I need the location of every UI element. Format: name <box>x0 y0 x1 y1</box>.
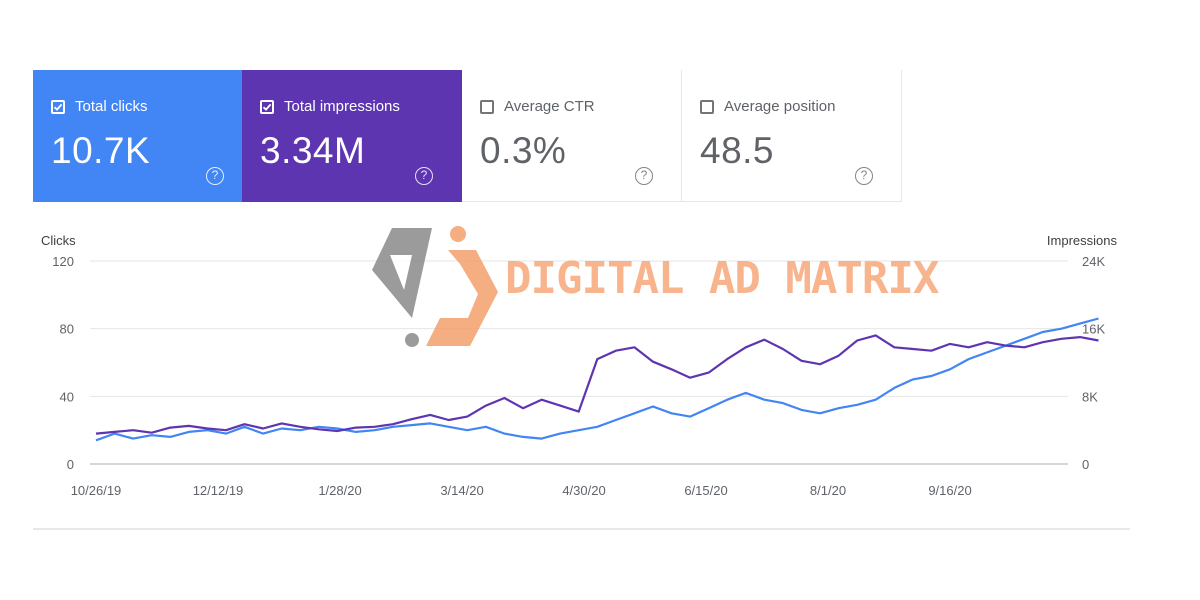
help-icon[interactable]: ? <box>635 167 653 185</box>
right-tick-label: 24K <box>1082 254 1105 269</box>
metric-label: Total clicks <box>75 98 148 115</box>
total-clicks-card[interactable]: Total clicks 10.7K ? <box>33 70 242 202</box>
right-tick-label: 16K <box>1082 322 1105 337</box>
watermark-text: DIGITAL AD MATRIX <box>505 253 939 304</box>
metric-label: Average CTR <box>504 98 595 115</box>
x-tick-label: 1/28/20 <box>318 483 361 498</box>
checkbox-unchecked-icon[interactable] <box>480 100 494 114</box>
average-ctr-card[interactable]: Average CTR 0.3% ? <box>462 70 682 202</box>
x-tick-label: 3/14/20 <box>440 483 483 498</box>
series-line <box>95 334 1099 435</box>
metric-cards: Total clicks 10.7K ? Total impressions 3… <box>33 70 902 202</box>
average-position-card[interactable]: Average position 48.5 ? <box>682 70 902 202</box>
checkbox-checked-icon[interactable] <box>51 100 65 114</box>
left-axis: 0 40 80 120 <box>52 254 74 472</box>
help-icon[interactable]: ? <box>855 167 873 185</box>
right-tick-label: 8K <box>1082 389 1098 404</box>
x-tick-label: 6/15/20 <box>684 483 727 498</box>
x-tick-label: 12/12/19 <box>193 483 244 498</box>
left-tick-label: 40 <box>60 389 74 404</box>
left-tick-label: 80 <box>60 322 74 337</box>
series-line <box>95 317 1099 442</box>
x-tick-label: 10/26/19 <box>71 483 122 498</box>
x-tick-label: 8/1/20 <box>810 483 846 498</box>
checkbox-unchecked-icon[interactable] <box>700 100 714 114</box>
left-axis-title: Clicks <box>41 233 76 248</box>
right-axis-title: Impressions <box>1047 233 1118 248</box>
divider <box>33 528 1130 530</box>
metric-value: 3.34M <box>260 130 366 171</box>
x-tick-label: 4/30/20 <box>562 483 605 498</box>
left-tick-label: 0 <box>67 457 74 472</box>
total-impressions-card[interactable]: Total impressions 3.34M ? <box>242 70 462 202</box>
chart-grid <box>90 260 1068 465</box>
x-axis: 10/26/19 12/12/19 1/28/20 3/14/20 4/30/20 6/1… <box>71 483 972 498</box>
chart-lines <box>95 317 1099 442</box>
left-tick-label: 120 <box>52 254 74 269</box>
metric-value: 48.5 <box>700 130 775 171</box>
metric-label: Average position <box>724 98 836 115</box>
metric-label: Total impressions <box>284 98 400 115</box>
x-tick-label: 9/16/20 <box>928 483 971 498</box>
checkbox-checked-icon[interactable] <box>260 100 274 114</box>
help-icon[interactable]: ? <box>415 167 433 185</box>
right-axis: 0 8K 16K 24K <box>1082 254 1105 472</box>
right-tick-label: 0 <box>1082 457 1089 472</box>
watermark-logo-icon <box>372 226 498 347</box>
metric-value: 10.7K <box>51 130 151 171</box>
metric-value: 0.3% <box>480 130 567 171</box>
help-icon[interactable]: ? <box>206 167 224 185</box>
